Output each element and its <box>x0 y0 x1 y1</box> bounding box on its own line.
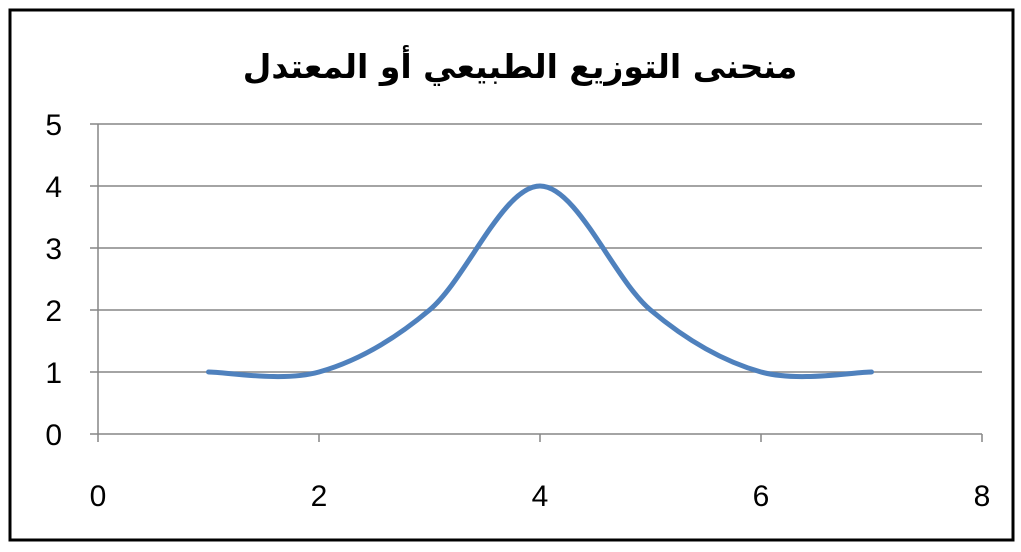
x-tick-label: 2 <box>311 480 328 513</box>
x-tick-label: 0 <box>90 480 107 513</box>
x-tick-label: 4 <box>532 480 549 513</box>
x-tick-label: 6 <box>753 480 770 513</box>
y-tick-label: 2 <box>45 295 62 328</box>
series-layer <box>206 183 874 380</box>
y-tick-label: 5 <box>45 109 62 142</box>
chart-title: منحنى التوزيع الطبيعي أو المعتدل <box>243 45 798 87</box>
y-tick-label: 1 <box>45 357 62 390</box>
y-tick-label: 4 <box>45 171 62 204</box>
chart-border <box>8 8 1015 542</box>
series-line-0 <box>206 183 874 380</box>
y-tick-label: 3 <box>45 233 62 266</box>
axes <box>90 123 983 442</box>
grid-lines <box>98 123 982 373</box>
y-tick-label: 0 <box>45 419 62 452</box>
x-tick-label: 8 <box>974 480 991 513</box>
tick-labels: 0 1 2 3 4 5 0 2 4 6 8 <box>45 109 990 513</box>
